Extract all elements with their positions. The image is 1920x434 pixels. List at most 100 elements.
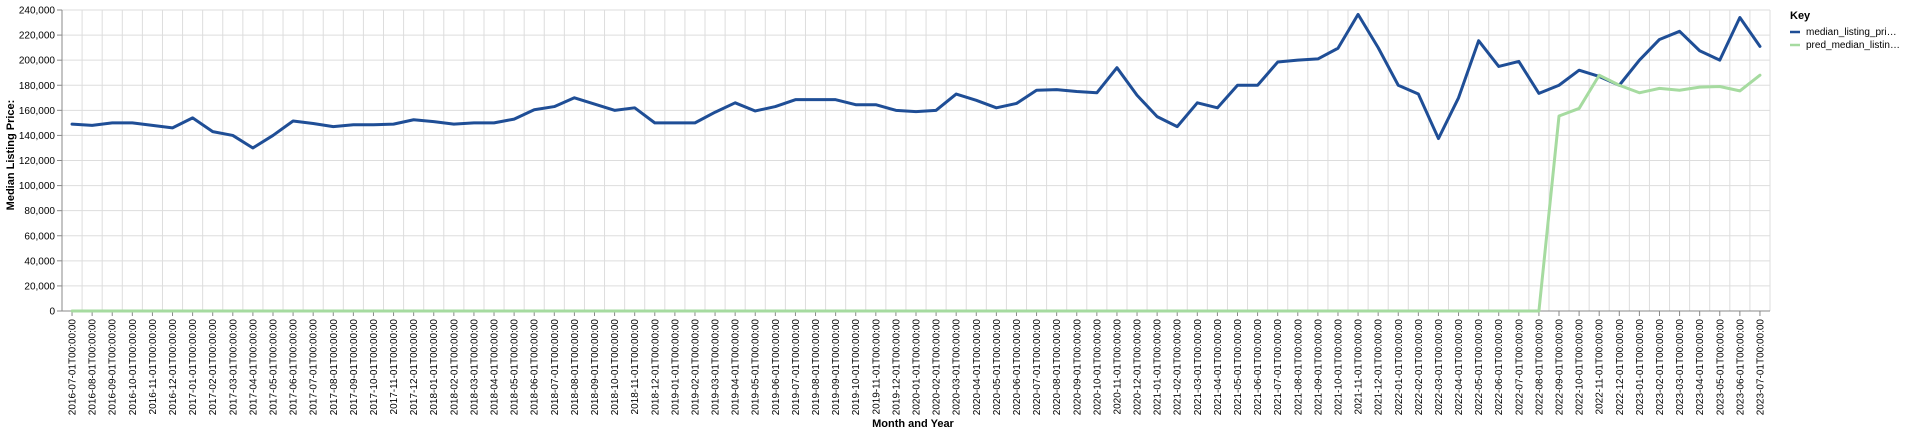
x-tick-label: 2018-01-01T00:00:00 bbox=[429, 319, 440, 416]
x-tick-label: 2022-03-01T00:00:00 bbox=[1434, 319, 1445, 416]
x-tick-label: 2019-01-01T00:00:00 bbox=[670, 319, 681, 416]
x-tick-label: 2023-02-01T00:00:00 bbox=[1655, 319, 1666, 416]
x-tick-label: 2022-09-01T00:00:00 bbox=[1555, 319, 1566, 416]
x-tick-label: 2016-09-01T00:00:00 bbox=[108, 319, 119, 416]
y-tick-label: 220,000 bbox=[19, 31, 56, 42]
x-tick-label: 2020-10-01T00:00:00 bbox=[1092, 319, 1103, 416]
x-tick-label: 2020-02-01T00:00:00 bbox=[932, 319, 943, 416]
x-tick-label: 2020-08-01T00:00:00 bbox=[1052, 319, 1063, 416]
y-axis: 0 20,000 40,000 60,000 80,000 100,000 120,000 1… bbox=[19, 6, 63, 318]
y-tick-label: 20,000 bbox=[24, 281, 55, 292]
x-tick-label: 2022-11-01T00:00:00 bbox=[1595, 319, 1606, 415]
x-tick-label: 2018-05-01T00:00:00 bbox=[510, 319, 521, 416]
x-tick-label: 2017-12-01T00:00:00 bbox=[409, 319, 420, 416]
x-tick-label: 2021-04-01T00:00:00 bbox=[1213, 319, 1224, 416]
x-tick-label: 2017-11-01T00:00:00 bbox=[389, 319, 400, 415]
grid-lines bbox=[61, 9, 1771, 312]
y-tick-label: 240,000 bbox=[19, 6, 56, 17]
y-axis-title: Median Listing Price: bbox=[5, 100, 17, 211]
x-tick-label: 2020-11-01T00:00:00 bbox=[1112, 319, 1123, 415]
x-tick-label: 2023-01-01T00:00:00 bbox=[1635, 319, 1646, 416]
x-tick-label: 2021-08-01T00:00:00 bbox=[1293, 319, 1304, 416]
y-tick-label: 40,000 bbox=[24, 256, 55, 267]
legend-label-pred: pred_median_listin… bbox=[1806, 40, 1900, 51]
x-tick-label: 2018-11-01T00:00:00 bbox=[630, 319, 641, 415]
x-tick-label: 2017-10-01T00:00:00 bbox=[369, 319, 380, 416]
x-tick-label: 2019-05-01T00:00:00 bbox=[751, 319, 762, 416]
x-tick-label: 2020-07-01T00:00:00 bbox=[1032, 319, 1043, 416]
x-tick-label: 2017-01-01T00:00:00 bbox=[188, 319, 199, 416]
x-tick-label: 2021-03-01T00:00:00 bbox=[1193, 319, 1204, 416]
y-tick-label: 140,000 bbox=[19, 131, 56, 142]
y-tick-label: 200,000 bbox=[19, 56, 56, 67]
x-tick-label: 2019-03-01T00:00:00 bbox=[711, 319, 722, 416]
x-tick-label: 2023-06-01T00:00:00 bbox=[1735, 319, 1746, 416]
y-tick-label: 80,000 bbox=[24, 206, 55, 217]
x-tick-label: 2020-09-01T00:00:00 bbox=[1072, 319, 1083, 416]
x-tick-label: 2017-03-01T00:00:00 bbox=[228, 319, 239, 416]
x-tick-label: 2021-01-01T00:00:00 bbox=[1153, 319, 1164, 416]
x-axis-title: Month and Year bbox=[872, 418, 954, 430]
y-tick-label: 100,000 bbox=[19, 181, 56, 192]
x-tick-label: 2019-08-01T00:00:00 bbox=[811, 319, 822, 416]
x-tick-label: 2022-10-01T00:00:00 bbox=[1575, 319, 1586, 416]
x-tick-label: 2017-07-01T00:00:00 bbox=[309, 319, 320, 416]
x-tick-label: 2017-09-01T00:00:00 bbox=[349, 319, 360, 416]
series-line-pred bbox=[70, 73, 1762, 313]
x-tick-label: 2017-08-01T00:00:00 bbox=[329, 319, 340, 416]
x-tick-label: 2018-08-01T00:00:00 bbox=[570, 319, 581, 416]
y-tick-label: 60,000 bbox=[24, 231, 55, 242]
x-tick-label: 2019-11-01T00:00:00 bbox=[871, 319, 882, 415]
x-axis: 2016-07-01T00:00:00 2016-08-01T00:00:00 20… bbox=[62, 310, 1770, 416]
x-tick-label: 2020-03-01T00:00:00 bbox=[952, 319, 963, 416]
x-tick-label: 2016-11-01T00:00:00 bbox=[148, 319, 159, 415]
legend-label-median: median_listing_pri… bbox=[1806, 27, 1897, 38]
x-tick-label: 2018-03-01T00:00:00 bbox=[469, 319, 480, 416]
x-tick-label: 2022-07-01T00:00:00 bbox=[1514, 319, 1525, 416]
x-tick-label: 2018-06-01T00:00:00 bbox=[530, 319, 541, 416]
x-tick-label: 2021-11-01T00:00:00 bbox=[1354, 319, 1365, 415]
x-tick-label: 2019-07-01T00:00:00 bbox=[791, 319, 802, 416]
series-lines bbox=[70, 12, 1762, 313]
x-tick-label: 2023-03-01T00:00:00 bbox=[1675, 319, 1686, 416]
x-tick-label: 2020-04-01T00:00:00 bbox=[972, 319, 983, 416]
y-tick-label: 0 bbox=[49, 307, 55, 318]
x-tick-label: 2021-10-01T00:00:00 bbox=[1333, 319, 1344, 416]
x-tick-label: 2023-07-01T00:00:00 bbox=[1755, 319, 1766, 416]
x-tick-label: 2017-02-01T00:00:00 bbox=[208, 319, 219, 416]
x-tick-label: 2017-04-01T00:00:00 bbox=[248, 319, 259, 416]
x-tick-label: 2018-09-01T00:00:00 bbox=[590, 319, 601, 416]
legend-title: Key bbox=[1790, 10, 1811, 22]
x-tick-label: 2020-06-01T00:00:00 bbox=[1012, 319, 1023, 416]
x-tick-label: 2020-12-01T00:00:00 bbox=[1133, 319, 1144, 416]
x-tick-label: 2019-12-01T00:00:00 bbox=[891, 319, 902, 416]
x-tick-label: 2022-06-01T00:00:00 bbox=[1494, 319, 1505, 416]
x-tick-label: 2019-09-01T00:00:00 bbox=[831, 319, 842, 416]
x-tick-label: 2021-06-01T00:00:00 bbox=[1253, 319, 1264, 416]
x-tick-label: 2018-10-01T00:00:00 bbox=[610, 319, 621, 416]
x-tick-label: 2022-02-01T00:00:00 bbox=[1414, 319, 1425, 416]
x-tick-label: 2019-06-01T00:00:00 bbox=[771, 319, 782, 416]
x-tick-label: 2021-09-01T00:00:00 bbox=[1313, 319, 1324, 416]
x-tick-label: 2018-12-01T00:00:00 bbox=[650, 319, 661, 416]
x-tick-label: 2019-02-01T00:00:00 bbox=[690, 319, 701, 416]
series-line-median bbox=[70, 12, 1762, 150]
x-tick-label: 2021-12-01T00:00:00 bbox=[1374, 319, 1385, 416]
x-tick-label: 2016-12-01T00:00:00 bbox=[168, 319, 179, 416]
x-tick-label: 2018-07-01T00:00:00 bbox=[550, 319, 561, 416]
legend: Key median_listing_pri… pred_median_list… bbox=[1790, 10, 1900, 51]
y-tick-label: 160,000 bbox=[19, 106, 56, 117]
x-tick-label: 2021-05-01T00:00:00 bbox=[1233, 319, 1244, 416]
x-tick-label: 2020-01-01T00:00:00 bbox=[912, 319, 923, 416]
x-tick-label: 2018-04-01T00:00:00 bbox=[490, 319, 501, 416]
x-tick-label: 2016-10-01T00:00:00 bbox=[128, 319, 139, 416]
x-tick-label: 2022-05-01T00:00:00 bbox=[1474, 319, 1485, 416]
x-tick-label: 2020-05-01T00:00:00 bbox=[992, 319, 1003, 416]
x-tick-label: 2022-01-01T00:00:00 bbox=[1394, 319, 1405, 416]
x-tick-label: 2021-07-01T00:00:00 bbox=[1273, 319, 1284, 416]
x-tick-label: 2016-07-01T00:00:00 bbox=[68, 319, 79, 416]
x-tick-label: 2023-05-01T00:00:00 bbox=[1715, 319, 1726, 416]
x-tick-label: 2022-04-01T00:00:00 bbox=[1454, 319, 1465, 416]
x-tick-label: 2017-06-01T00:00:00 bbox=[289, 319, 300, 416]
